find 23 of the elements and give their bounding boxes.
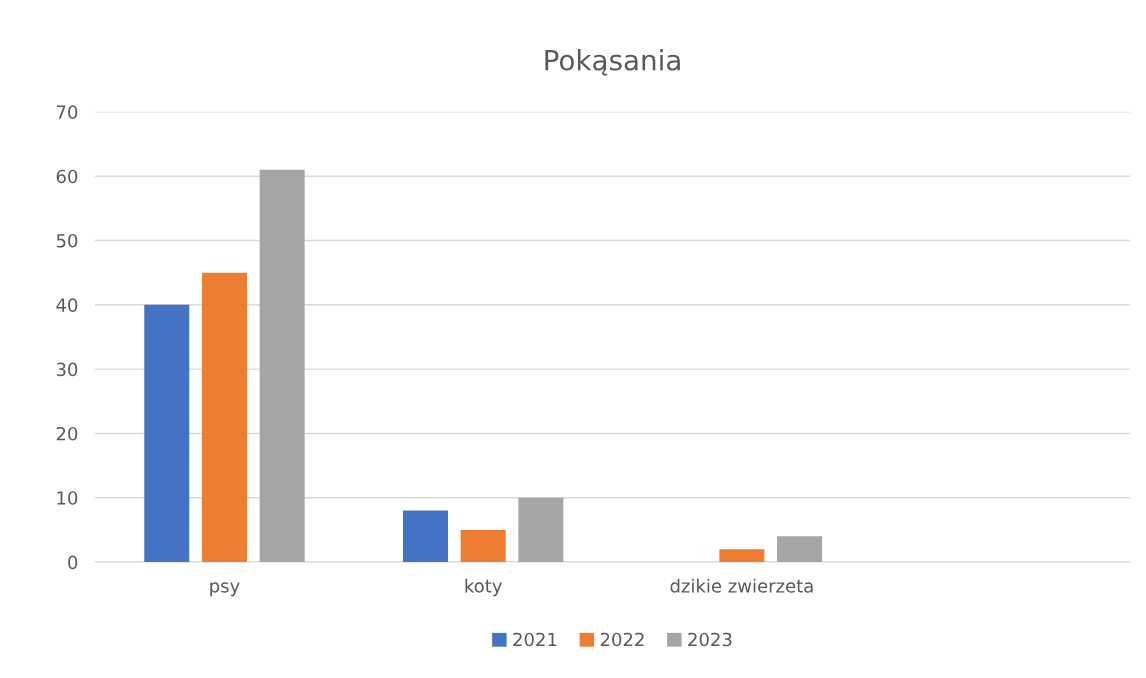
bar	[201, 272, 247, 563]
y-tick-label: 60	[56, 169, 78, 184]
x-tick-label: dzikie zwierzeta	[670, 578, 813, 593]
legend-label: 2021	[513, 632, 557, 647]
bar	[518, 497, 564, 563]
x-tick-label: koty	[465, 578, 502, 597]
y-tick-label: 40	[56, 298, 78, 312]
legend-label: 2023	[688, 632, 732, 647]
bar	[402, 510, 448, 563]
bar	[719, 549, 765, 563]
y-tick-label: 20	[56, 426, 78, 441]
legend-label: 2022	[600, 632, 644, 647]
y-tick-label: 0	[68, 555, 78, 570]
y-tick-label: 70	[56, 105, 78, 119]
bar	[259, 169, 305, 563]
bar	[460, 529, 506, 563]
chart-title: Pokąsania	[545, 49, 680, 76]
bar	[144, 304, 190, 563]
x-tick-label: psy	[210, 582, 240, 597]
y-tick-label: 50	[56, 233, 78, 248]
bar	[777, 536, 823, 563]
y-tick-label: 30	[56, 362, 78, 377]
y-tick-label: 10	[57, 491, 78, 505]
